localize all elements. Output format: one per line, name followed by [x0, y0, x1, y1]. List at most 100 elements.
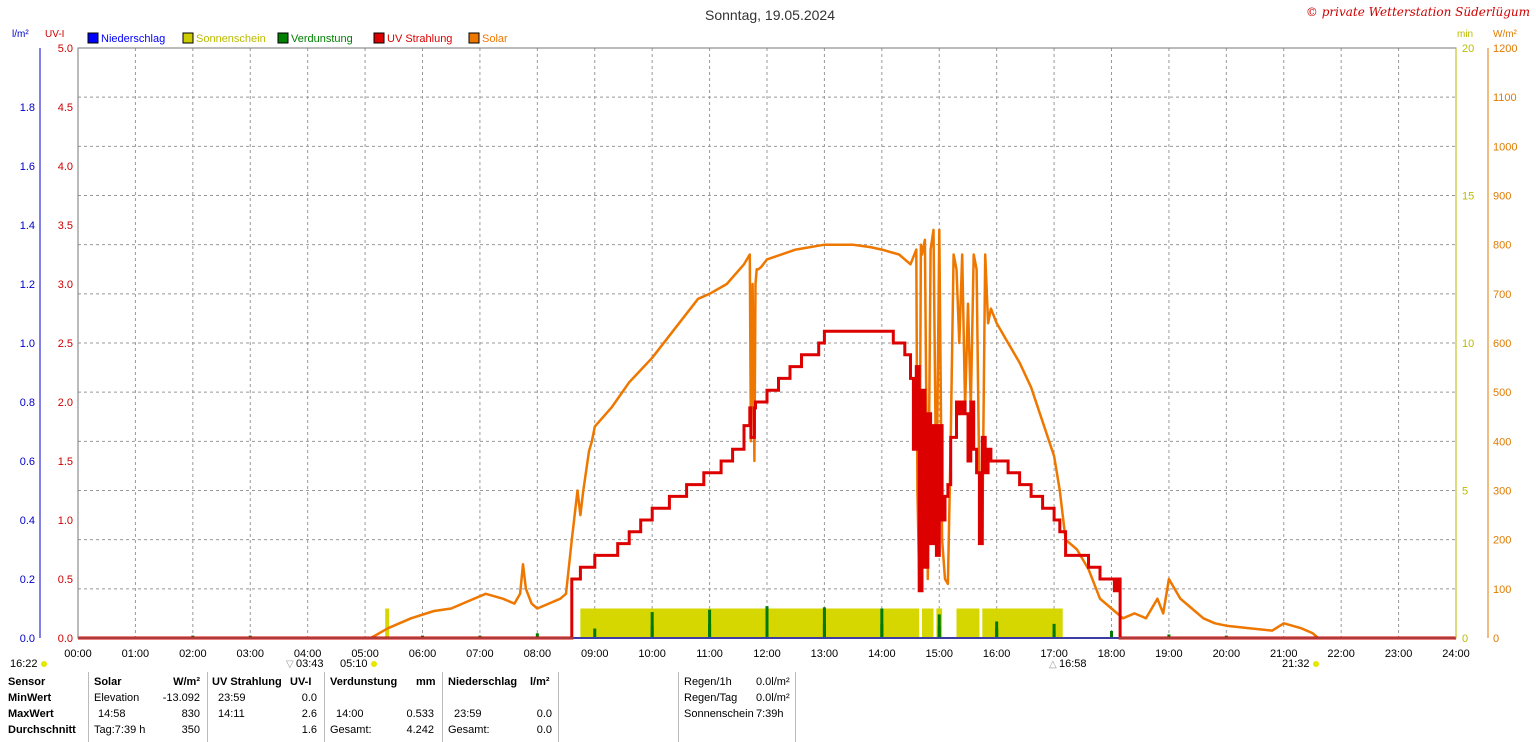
x-tick-label: 03:00 [236, 648, 264, 660]
stats-uv-title: UV Strahlung [212, 676, 282, 688]
sunshine-bar [385, 608, 390, 638]
stats-solar-min-value: -13.092 [162, 692, 200, 704]
stats-rain-max-value: 0.0 [536, 708, 552, 720]
uv-tick-label: 1.5 [58, 456, 73, 468]
stats-uv-min-label: 23:59 [218, 692, 246, 704]
min-tick-label: 5 [1462, 486, 1468, 498]
stats-uv-unit: UV-I [290, 676, 312, 688]
evaporation-spike [765, 621, 769, 638]
solar-tick-label: 400 [1493, 436, 1511, 448]
stats-row-label: Durchschnitt [8, 724, 76, 736]
solar-tick-label: 700 [1493, 289, 1511, 301]
stats-rain-title: Niederschlag [448, 676, 518, 688]
marker-moonrise-arrow: △ [1049, 659, 1057, 670]
uv-tick-label: 5.0 [58, 43, 73, 55]
evaporation-spike [822, 623, 826, 638]
solar-tick-label: 800 [1493, 240, 1511, 252]
x-tick-label: 06:00 [409, 648, 437, 660]
rain-tick-label: 0.0 [20, 633, 35, 645]
uv-tick-label: 0.0 [58, 633, 73, 645]
solar-tick-label: 500 [1493, 387, 1511, 399]
marker-moonrise: 16:58 [1059, 658, 1087, 670]
summary-value: 0.0l/m² [756, 676, 790, 688]
evaporation-spike [1052, 630, 1056, 638]
rain-tick-label: 1.6 [20, 161, 35, 173]
solar-tick-label: 200 [1493, 535, 1511, 547]
sunshine-bar [982, 608, 1063, 638]
min-tick-label: 15 [1462, 191, 1474, 203]
min-tick-label: 10 [1462, 338, 1474, 350]
x-tick-label: 18:00 [1098, 648, 1126, 660]
solar-tick-label: 600 [1493, 338, 1511, 350]
solar-tick-label: 900 [1493, 191, 1511, 203]
stats-uv-avg-value: 1.6 [301, 724, 317, 736]
x-tick-label: 14:00 [868, 648, 896, 660]
x-tick-label: 04:00 [294, 648, 322, 660]
uv-tick-label: 2.0 [58, 397, 73, 409]
stats-row-label: MaxWert [8, 708, 54, 720]
marker-left-dot [41, 661, 47, 667]
evaporation-spike [708, 623, 712, 638]
marker-left-time: 16:22 [10, 658, 38, 670]
solar-tick-label: 300 [1493, 486, 1511, 498]
x-tick-label: 24:00 [1442, 648, 1470, 660]
solar-tick-label: 1200 [1493, 43, 1517, 55]
summary-label: Regen/1h [684, 676, 732, 688]
summary-label: Sonnenschein [684, 708, 754, 720]
sunshine-bar [956, 608, 980, 638]
stats-evap-title: Verdunstung [330, 676, 398, 688]
solar-tick-label: 1100 [1493, 92, 1517, 104]
stats-uv-max-value: 2.6 [301, 708, 317, 720]
legend-label: UV Strahlung [387, 33, 452, 45]
rain-tick-label: 0.4 [20, 515, 35, 527]
stats-rain-total-label: Gesamt: [448, 724, 490, 736]
sunshine-bar [922, 608, 934, 638]
uv-tick-label: 4.5 [58, 102, 73, 114]
uv-tick-label: 3.5 [58, 220, 73, 232]
x-tick-label: 01:00 [122, 648, 150, 660]
copyright-label: © private Wetterstation Süderlügum [1306, 5, 1530, 19]
sunshine-bar [580, 608, 920, 638]
solar-tick-label: 1000 [1493, 141, 1517, 153]
min-tick-label: 20 [1462, 43, 1474, 55]
x-tick-label: 17:00 [1040, 648, 1068, 660]
rain-tick-label: 1.8 [20, 102, 35, 114]
marker-sunrise-dot [371, 661, 377, 667]
uv-tick-label: 3.0 [58, 279, 73, 291]
stats-solar-avg-label: Tag:7:39 h [94, 724, 146, 736]
legend-swatch [87, 32, 99, 44]
marker-sunset: 21:32 [1282, 658, 1310, 670]
x-tick-label: 11:00 [696, 648, 723, 660]
chart-title: Sonntag, 19.05.2024 [705, 7, 835, 23]
evaporation-spike [880, 623, 884, 638]
legend-label: Niederschlag [101, 33, 165, 45]
stats-evap-total-label: Gesamt: [330, 724, 372, 736]
uv-tick-label: 0.5 [58, 574, 73, 586]
rain-tick-label: 0.2 [20, 574, 35, 586]
legend-swatch [468, 32, 480, 44]
rain-tick-label: 1.2 [20, 279, 35, 291]
x-tick-label: 10:00 [638, 648, 666, 660]
weather-chart: Sonntag, 19.05.2024 © private Wetterstat… [10, 5, 1530, 670]
x-tick-label: 09:00 [581, 648, 609, 660]
stats-solar-max-label: 14:58 [98, 708, 126, 720]
stats-solar-title: Solar [94, 676, 122, 688]
solar-axis-unit: W/m² [1493, 29, 1518, 40]
x-tick-label: 02:00 [179, 648, 207, 660]
evaporation-spike [708, 609, 712, 638]
legend-label: Sonnenschein [196, 33, 266, 45]
stats-solar-min-label: Elevation [94, 692, 140, 704]
x-tick-label: 13:00 [811, 648, 839, 660]
marker-sunrise: 05:10 [340, 658, 368, 670]
legend-label: Solar [482, 33, 508, 45]
stats-solar-unit: W/m² [173, 676, 200, 688]
evaporation-spike [937, 626, 941, 638]
stats-row-label: MinWert [8, 692, 52, 704]
chart-legend: Niederschlag Sonnenschein Verdunstung UV St… [87, 32, 508, 45]
axis-ticks: 00:00 01:00 02:00 03:00 04:00 05:00 06:00 07:00… [20, 43, 1518, 660]
stats-rain-unit: l/m² [530, 676, 550, 688]
stats-uv-max-label: 14:11 [218, 708, 245, 720]
solar-tick-label: 0 [1493, 633, 1499, 645]
evaporation-spike [822, 607, 826, 638]
rain-tick-label: 1.4 [20, 220, 35, 232]
